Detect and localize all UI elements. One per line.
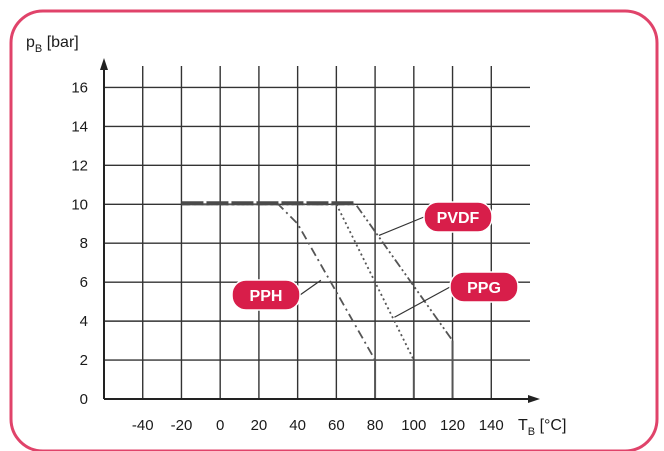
grid bbox=[104, 66, 530, 399]
y-tick-labels: 0 2 4 6 8 10 12 14 16 bbox=[71, 79, 88, 408]
x-axis-label-unit: [°C] bbox=[535, 417, 566, 434]
x-axis-label-sub: B bbox=[528, 426, 535, 438]
y-axis-label-main: p bbox=[26, 34, 35, 51]
y-axis-label: pB [bar] bbox=[26, 34, 79, 55]
x-axis-label-main: T bbox=[518, 417, 528, 434]
callout-leader-ppg bbox=[394, 286, 451, 318]
x-tick-label-60: 60 bbox=[328, 417, 345, 434]
x-tick-label-100: 100 bbox=[401, 417, 426, 434]
y-tick-label-4: 4 bbox=[80, 313, 88, 330]
callouts: PVDF PPH PPG bbox=[231, 201, 519, 311]
y-tick-label-12: 12 bbox=[71, 157, 88, 174]
y-axis-arrow bbox=[100, 58, 108, 70]
curves bbox=[181, 201, 454, 399]
y-tick-label-0: 0 bbox=[80, 391, 88, 408]
callout-label-ppg: PPG bbox=[467, 280, 501, 297]
callout-label-pvdf: PVDF bbox=[437, 210, 480, 227]
callout-leader-pph bbox=[299, 279, 322, 296]
callout-badge-ppg bbox=[449, 271, 519, 303]
y-tick-label-6: 6 bbox=[80, 274, 88, 291]
x-tick-label-140: 140 bbox=[479, 417, 504, 434]
callout-badge-pvdf bbox=[423, 201, 493, 233]
y-tick-label-2: 2 bbox=[80, 352, 88, 369]
x-tick-label-80: 80 bbox=[367, 417, 384, 434]
x-axis-label: TB [°C] bbox=[518, 417, 566, 438]
x-axis-arrow bbox=[528, 395, 540, 403]
rounded-border bbox=[9, 9, 659, 451]
x-tick-label-120: 120 bbox=[440, 417, 465, 434]
y-axis-label-unit: [bar] bbox=[42, 34, 78, 51]
x-tick-label--20: -20 bbox=[171, 417, 193, 434]
x-tick-labels: -40 -20 0 20 40 60 80 100 120 140 bbox=[132, 417, 504, 434]
y-tick-label-10: 10 bbox=[71, 196, 88, 213]
callout-badge-pph bbox=[231, 279, 301, 311]
series-line-pvdf bbox=[181, 203, 454, 342]
y-tick-label-16: 16 bbox=[71, 79, 88, 96]
y-axis-label-sub: B bbox=[35, 43, 42, 55]
y-tick-label-8: 8 bbox=[80, 235, 88, 252]
callout-leader-pvdf bbox=[378, 216, 425, 237]
x-tick-label--40: -40 bbox=[132, 417, 154, 434]
x-tick-label-40: 40 bbox=[289, 417, 306, 434]
axes bbox=[100, 58, 540, 403]
x-tick-label-20: 20 bbox=[251, 417, 268, 434]
callout-label-pph: PPH bbox=[250, 288, 283, 305]
callout-leaders bbox=[299, 216, 451, 318]
plot-area: 0 2 4 6 8 10 12 14 16 -40 -20 0 20 40 60 80 100 120 140 P… bbox=[71, 58, 540, 434]
x-tick-label-0: 0 bbox=[216, 417, 224, 434]
y-tick-label-14: 14 bbox=[71, 118, 88, 135]
